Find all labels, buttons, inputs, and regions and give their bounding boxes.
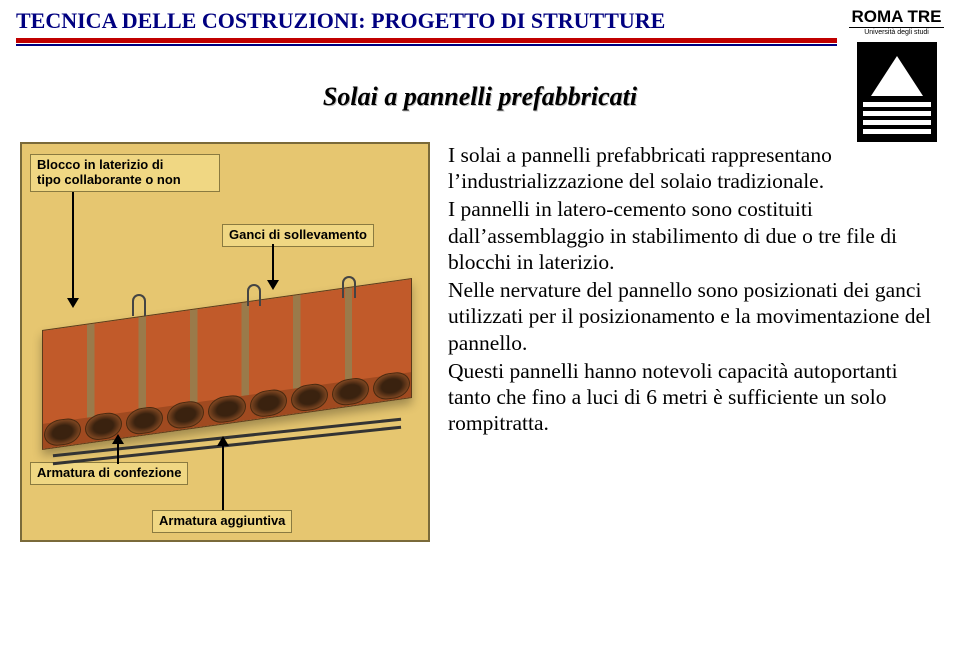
label-arm-aggiuntiva: Armatura aggiuntiva: [152, 510, 292, 533]
hook-icon: [342, 276, 356, 298]
arrow-icon: [117, 442, 119, 464]
header: TECNICA DELLE COSTRUZIONI: PROGETTO DI S…: [0, 0, 960, 142]
header-left: TECNICA DELLE COSTRUZIONI: PROGETTO DI S…: [16, 8, 837, 46]
label-blocco-line1: Blocco in laterizio di: [37, 157, 163, 172]
paragraph-3: Nelle nervature del pannello sono posizi…: [448, 277, 940, 356]
arrowhead-icon: [112, 434, 124, 444]
arch-icon: [857, 42, 937, 142]
hook-icon: [247, 284, 261, 306]
figure-panel: Blocco in laterizio di tipo collaborante…: [20, 142, 430, 542]
logo-subtitle: Università degli studi: [849, 27, 944, 36]
hook-icon: [132, 294, 146, 316]
content: Blocco in laterizio di tipo collaborante…: [0, 142, 960, 542]
arrowhead-icon: [67, 298, 79, 308]
arrowhead-icon: [267, 280, 279, 290]
label-arm-confezione: Armatura di confezione: [30, 462, 188, 485]
university-logo: ROMA TRE Università degli studi: [849, 8, 944, 142]
rule-navy: [16, 44, 837, 46]
paragraph-2: I pannelli in latero-cemento sono costit…: [448, 196, 940, 275]
logo-name: ROMA TRE: [851, 8, 941, 25]
arrow-icon: [72, 192, 74, 302]
arrow-icon: [272, 244, 274, 284]
slide-title: Solai a pannelli prefabbricati: [0, 82, 960, 112]
label-blocco: Blocco in laterizio di tipo collaborante…: [30, 154, 220, 192]
label-blocco-line2: tipo collaborante o non: [37, 172, 181, 187]
arrow-icon: [222, 444, 224, 510]
paragraph-4: Questi pannelli hanno notevoli capacità …: [448, 358, 940, 437]
paragraph-1: I solai a pannelli prefabbricati rappres…: [448, 142, 940, 194]
rule-red: [16, 38, 837, 43]
course-title: TECNICA DELLE COSTRUZIONI: PROGETTO DI S…: [16, 8, 837, 34]
body-text: I solai a pannelli prefabbricati rappres…: [448, 142, 940, 542]
arrowhead-icon: [217, 436, 229, 446]
label-ganci: Ganci di sollevamento: [222, 224, 374, 247]
